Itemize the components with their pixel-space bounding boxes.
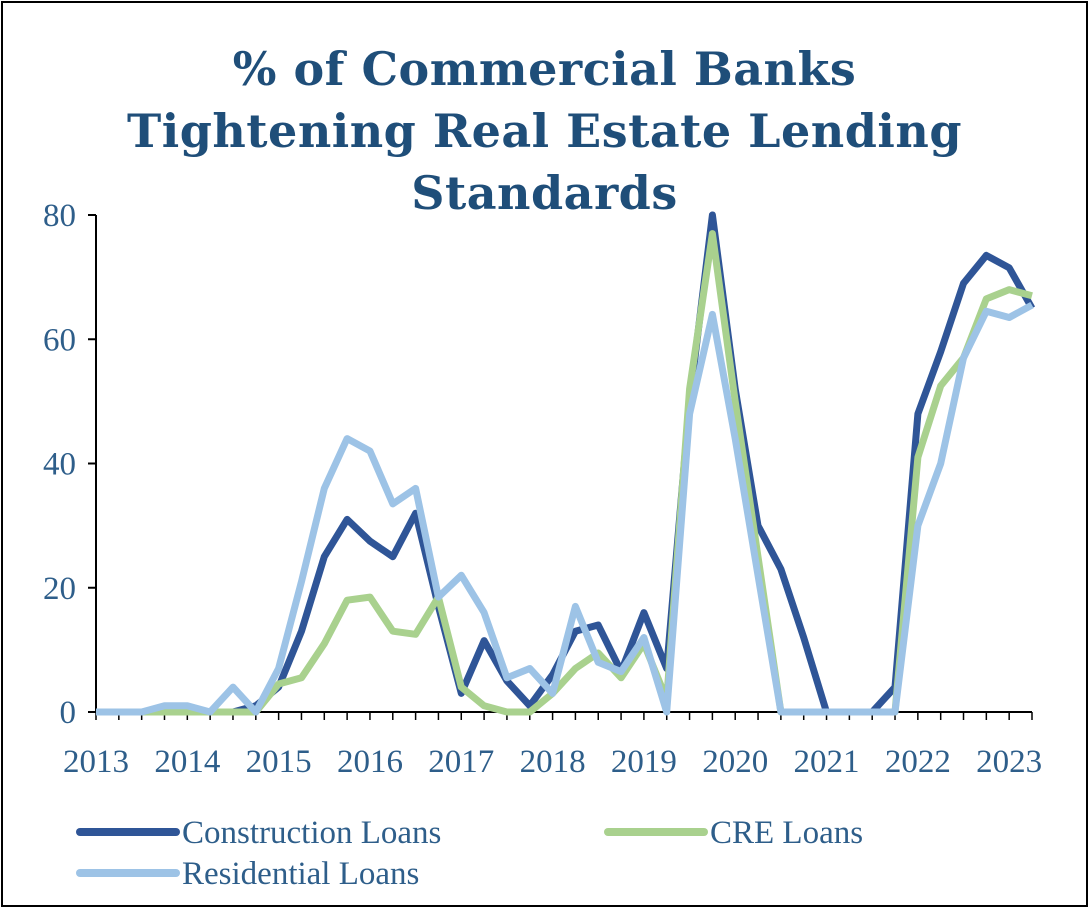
x-tick-label: 2013: [63, 744, 129, 780]
legend-label-construction-loans: Construction Loans: [182, 815, 441, 851]
x-tick-label: 2017: [428, 744, 494, 780]
y-tick-label: 0: [60, 695, 77, 731]
axes: 0 20 40 60 80 2013 2014 2015 2016 2017 2018 2019 202…: [43, 198, 1042, 780]
x-tick-label: 2015: [246, 744, 312, 780]
y-tick-label: 60: [43, 322, 76, 358]
legend-label-residential-loans: Residential Loans: [182, 856, 419, 892]
x-tick-label: 2014: [154, 744, 220, 780]
chart-title-line-3: Standards: [411, 166, 678, 220]
chart-title-line-2: Tightening Real Estate Lending: [126, 104, 962, 158]
chart-title-line-1: % of Commercial Banks: [232, 42, 857, 96]
x-tick-label: 2021: [794, 744, 860, 780]
x-tick-label: 2020: [702, 744, 768, 780]
x-tick-label: 2022: [885, 744, 951, 780]
x-tick-label: 2018: [520, 744, 586, 780]
chart-title: % of Commercial Banks Tightening Real Es…: [0, 38, 1089, 224]
y-tick-label: 20: [43, 571, 76, 607]
series-layer: [96, 211, 1036, 716]
x-tick-label: 2023: [976, 744, 1042, 780]
y-tick-label: 40: [43, 447, 76, 483]
x-tick-label: 2019: [611, 744, 677, 780]
x-tick-label: 2016: [337, 744, 403, 780]
legend-label-cre-loans: CRE Loans: [710, 815, 863, 851]
series-line-residential-loans: [96, 302, 1034, 716]
y-tick-label: 80: [43, 198, 76, 234]
legend: Construction Loans CRE Loans Residential L…: [76, 815, 863, 892]
